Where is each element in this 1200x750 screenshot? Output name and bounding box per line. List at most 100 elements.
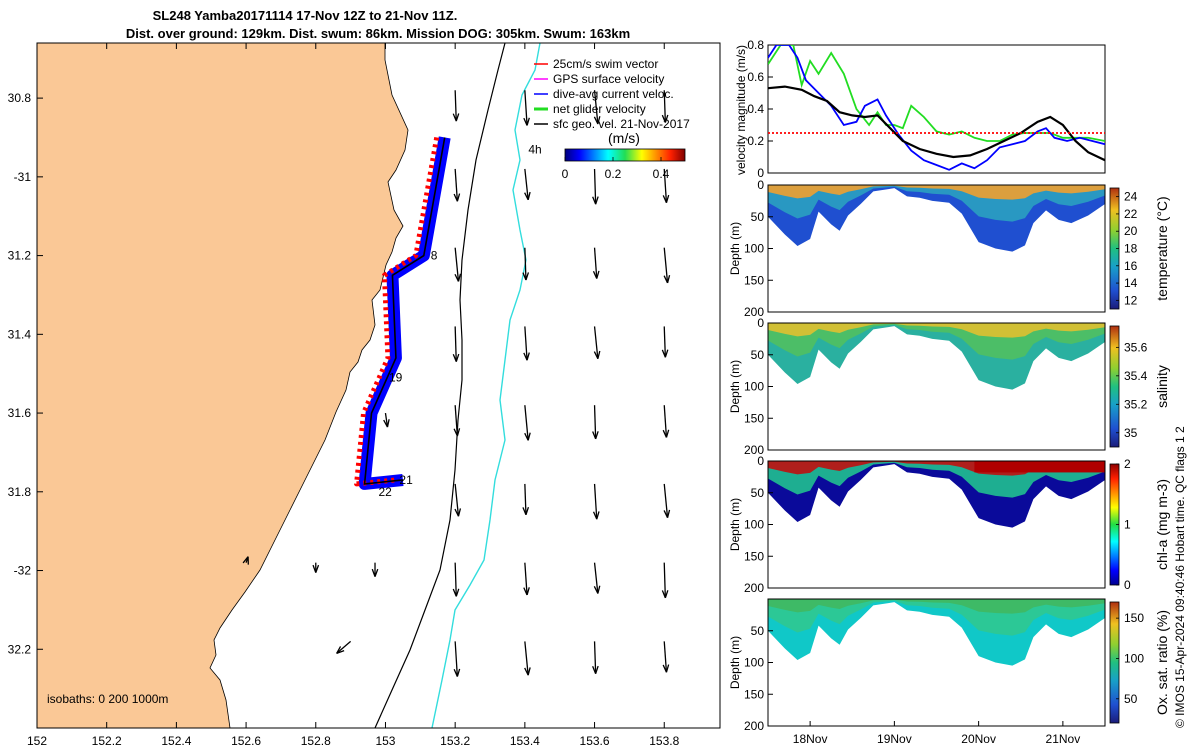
map-xtick-label: 152.6	[231, 734, 261, 748]
geo-vel-arrow	[453, 405, 461, 437]
day-marker-label: 22	[379, 485, 393, 499]
velocity-series-line	[768, 85, 1105, 162]
velocity-axes: 0 0.2 0.4 0.6 0.8	[747, 38, 773, 180]
section-colorbar-label: salinity	[1154, 365, 1170, 408]
section-cbar-tick-label: 35.2	[1124, 397, 1148, 411]
map-xtick-label: 153.6	[580, 734, 610, 748]
map-ytick-label: -31	[14, 170, 32, 184]
section-cbar-tick-label: 35.4	[1124, 369, 1148, 383]
velocity-series	[768, 45, 1105, 171]
day-marker-label: 8	[431, 249, 438, 263]
vel-ytick-label: 0.2	[747, 134, 764, 148]
map-axes: 152 152.2 152.4 152.6 152.8 153 153.2 153.4 153.…	[8, 43, 680, 748]
section-cbar-tick-label: 18	[1124, 242, 1138, 256]
section-cbar-tick-label: 22	[1124, 207, 1138, 221]
vel-ytick-label: 0	[757, 166, 764, 180]
geo-vel-arrow	[452, 90, 460, 122]
map-ytick-label: 31.2	[8, 249, 32, 263]
map-ytick-label: 30.8	[8, 91, 32, 105]
section-panel-chla: 0 50 100 150 200 Depth (m) 0 1 2 chl-a (mg m-3)	[728, 454, 1170, 595]
glider-track	[354, 136, 451, 490]
section-ytick-label: 150	[744, 549, 764, 563]
section-ytick-label: 200	[744, 443, 764, 457]
geo-vel-arrow	[453, 168, 461, 202]
section-ylabel: Depth (m)	[728, 222, 742, 275]
geo-vel-arrow	[523, 562, 530, 596]
section-ylabel: Depth (m)	[728, 360, 742, 413]
geo-vel-arrow	[452, 326, 460, 362]
map-ytick-label: 31.4	[8, 327, 32, 341]
chart-title-line1: SL248 Yamba20171114 17-Nov 12Z to 21-Nov…	[153, 8, 458, 23]
map-xtick-label: 153	[375, 734, 395, 748]
section-colorbar	[1109, 601, 1120, 724]
velocity-panel: 0 0.2 0.4 0.6 0.8 velocity magnitude (m/s)	[734, 38, 1106, 180]
geo-vel-arrow	[524, 641, 531, 676]
map-frame	[36, 42, 721, 729]
geo-vel-arrow	[661, 562, 669, 599]
section-cbar-tick-label: 35.6	[1124, 340, 1148, 354]
land-area	[37, 43, 409, 728]
section-cbar-tick-label: 150	[1124, 611, 1144, 625]
section-ytick-label: 50	[751, 348, 765, 362]
section-cbar-tick-label: 24	[1124, 190, 1138, 204]
chart-title-line2: Dist. over ground: 129km. Dist. swum: 86…	[126, 26, 630, 41]
section-ytick-label: 200	[744, 581, 764, 595]
legend-sfc-geo-vel: sfc geo. vel. 21-Nov-2017	[553, 117, 690, 131]
geo-vel-arrow	[522, 247, 530, 281]
geo-vel-arrow	[593, 90, 601, 125]
geo-vel-arrow	[662, 405, 670, 438]
section-ytick-label: 100	[744, 380, 764, 394]
chla-surface-max	[974, 461, 1105, 473]
map-xtick-label: 152.8	[301, 734, 331, 748]
section-surface-layer	[768, 323, 1105, 338]
geo-vel-arrow	[242, 556, 249, 565]
section-ytick-label: 50	[751, 624, 765, 638]
velocity-ylabel: velocity magnitude (m/s)	[734, 45, 748, 175]
section-ytick-label: 100	[744, 656, 764, 670]
geo-vel-arrow	[663, 247, 671, 284]
section-cbar-tick-label: 1	[1124, 518, 1131, 532]
section-ytick-label: 150	[744, 687, 764, 701]
map-xtick-label: 153.2	[440, 734, 470, 748]
geo-vel-arrow	[454, 247, 462, 282]
time-axis: 18Nov 19Nov 20Nov 21Nov	[793, 721, 1080, 746]
velocity-series-line	[768, 45, 1105, 142]
geo-vel-arrow	[336, 640, 352, 654]
map-colorbar-ticks: 0 0.2 0.4	[562, 157, 670, 181]
legend-swim-vector: 25cm/s swim vector	[553, 57, 658, 71]
section-panel-temperature: 0 50 100 150 200 Depth (m) 12 14 16 18 20 22 24 tempe…	[728, 178, 1170, 319]
map-ytick-label: -32	[14, 564, 32, 578]
legend-gps-velocity: GPS surface velocity	[553, 72, 664, 86]
isobath-1000m	[431, 43, 541, 728]
glider-track-line	[363, 137, 446, 485]
time-xtick-label: 20Nov	[961, 732, 996, 746]
section-ytick-label: 50	[751, 210, 765, 224]
map-ytick-label: 32.2	[8, 642, 32, 656]
vel-ytick-label: 0.4	[747, 102, 764, 116]
map-legend: 25cm/s swim vector GPS surface velocity …	[534, 57, 690, 131]
section-colorbar	[1109, 325, 1120, 448]
section-ytick-label: 100	[744, 242, 764, 256]
section-cbar-tick-label: 14	[1124, 276, 1138, 290]
section-ytick-label: 0	[757, 178, 764, 192]
time-xtick-label: 21Nov	[1046, 732, 1081, 746]
map-panel: 4h 8 19 22 21 152 152.2 152.4 152.6 152.8 153 153.…	[8, 42, 721, 748]
section-cbar-tick-label: 16	[1124, 259, 1138, 273]
section-surface-layer	[768, 185, 1105, 200]
geo-vel-arrow	[661, 326, 669, 358]
section-cbar-tick-label: 2	[1124, 457, 1131, 471]
geo-vel-arrow	[523, 326, 530, 361]
section-ylabel: Depth (m)	[728, 636, 742, 689]
geo-vel-arrow	[593, 326, 601, 360]
map-ytick-label: 31.6	[8, 406, 32, 420]
velocity-frame	[767, 44, 1106, 174]
time-xtick-label: 19Nov	[877, 732, 912, 746]
geo-vel-arrow	[592, 483, 600, 520]
section-cbar-tick-label: 50	[1124, 692, 1138, 706]
geo-vel-arrow	[453, 641, 461, 677]
section-cbar-tick-label: 0	[1124, 578, 1131, 592]
geo-vel-arrow	[593, 562, 601, 594]
section-surface-layer	[768, 599, 1105, 614]
section-colorbar-label: chl-a (mg m-3)	[1154, 479, 1170, 570]
